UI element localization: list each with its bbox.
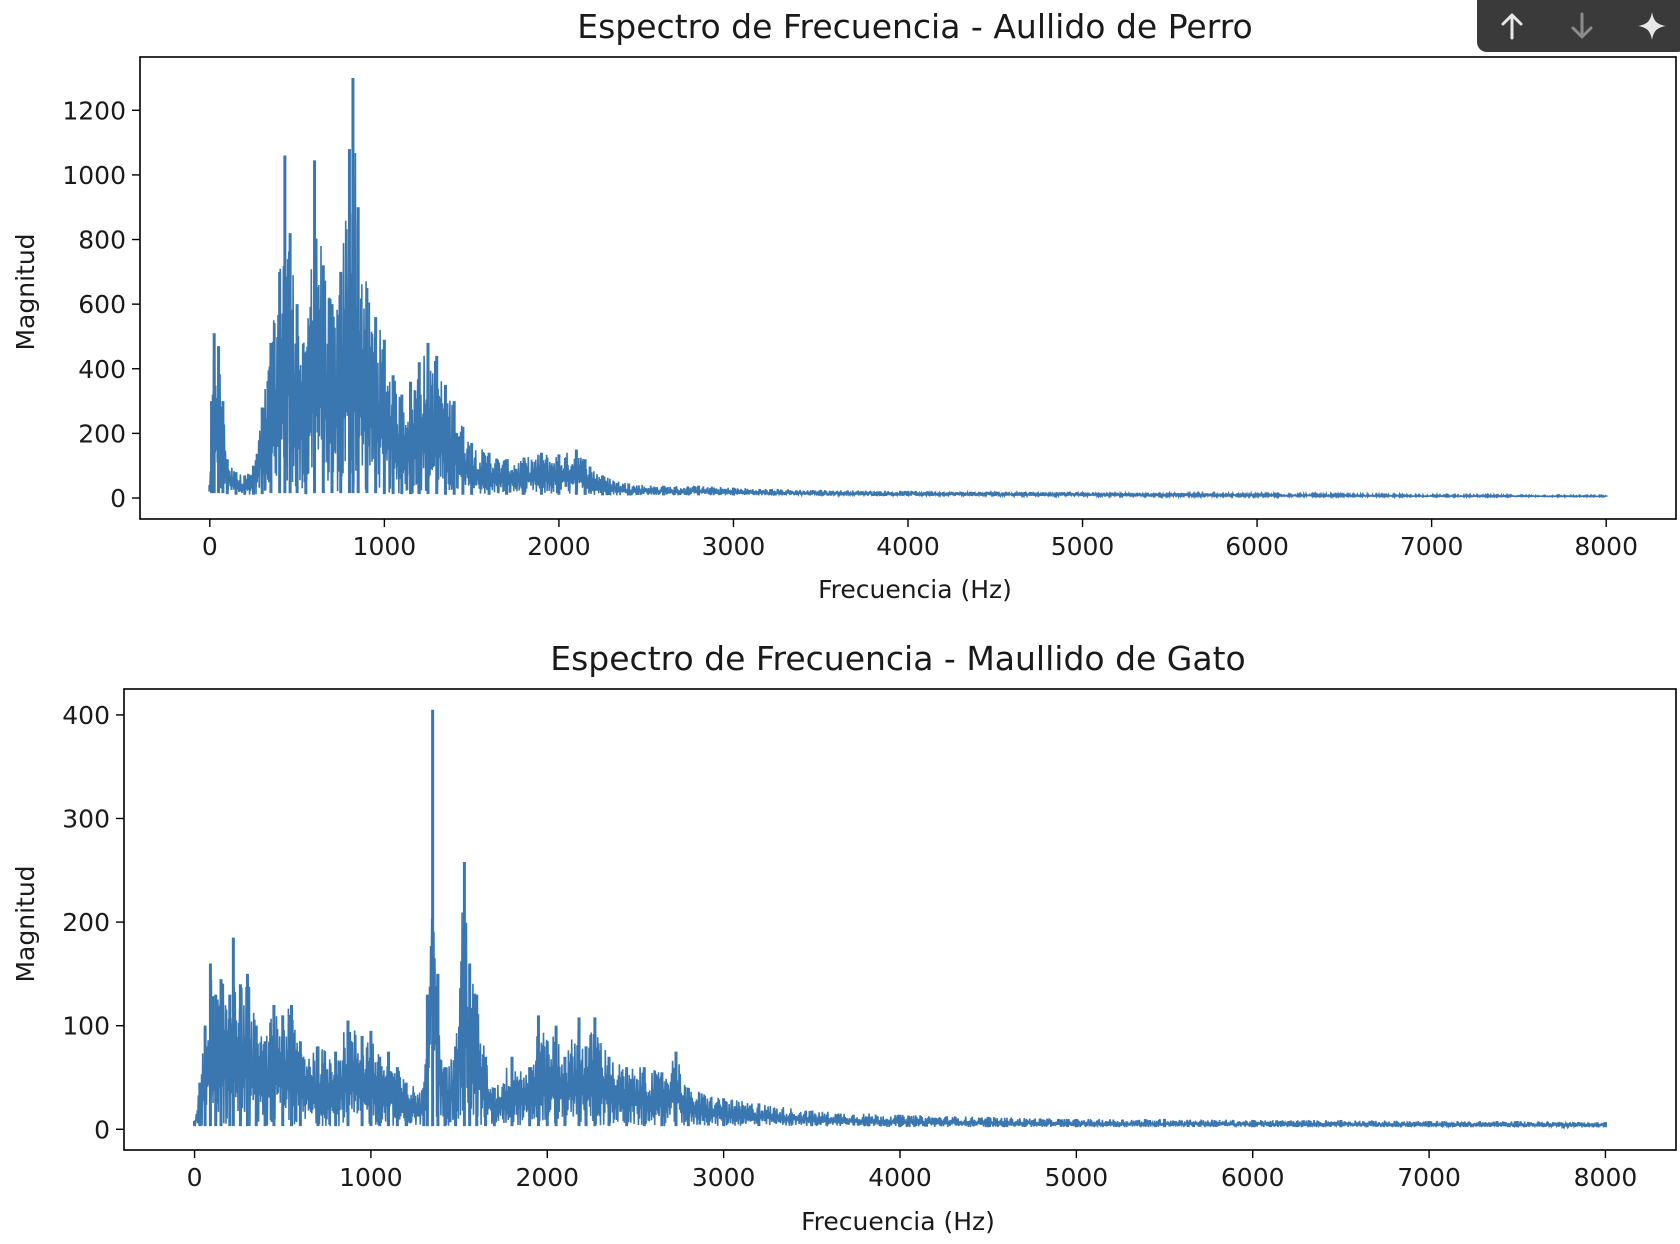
cat-y-axis-label: Magnitud (11, 865, 40, 982)
cell-toolbar (1477, 0, 1680, 52)
cat-x-tick-label: 2000 (515, 1163, 579, 1192)
dog-y-tick-label: 1000 (62, 161, 126, 190)
cat-y-tick-label: 0 (94, 1115, 110, 1144)
dog-chart-title: Espectro de Frecuencia - Aullido de Perr… (577, 7, 1252, 46)
dog-y-tick-label: 1200 (62, 96, 126, 125)
dog-x-tick-label: 7000 (1400, 532, 1464, 561)
dog-x-tick-label: 6000 (1225, 532, 1289, 561)
dog-x-tick-label: 1000 (353, 532, 417, 561)
cat-x-tick-label: 3000 (692, 1163, 756, 1192)
cat-x-tick-label: 7000 (1397, 1163, 1461, 1192)
cat-x-tick-label: 0 (187, 1163, 203, 1192)
cat-spectrum-line (193, 818, 1607, 1130)
cat-y-tick-label: 400 (62, 701, 110, 730)
dog-x-tick-label: 8000 (1574, 532, 1638, 561)
cat-x-tick-label: 4000 (868, 1163, 932, 1192)
dog-y-tick-label: 0 (110, 484, 126, 513)
arrow-up-icon[interactable] (1492, 6, 1532, 46)
dog-x-axis-label: Frecuencia (Hz) (818, 575, 1012, 604)
dog-x-tick-label: 4000 (876, 532, 940, 561)
sparkle-icon[interactable] (1632, 6, 1672, 46)
cat-x-tick-label: 1000 (339, 1163, 403, 1192)
dog-x-tick-label: 0 (202, 532, 218, 561)
dog-y-tick-label: 600 (78, 290, 126, 319)
cat-y-tick-label: 200 (62, 908, 110, 937)
dog-x-tick-label: 3000 (702, 532, 766, 561)
dog-y-axis-label: Magnitud (11, 233, 40, 350)
dog-y-tick-label: 400 (78, 355, 126, 384)
cat-x-tick-label: 6000 (1221, 1163, 1285, 1192)
plot-cat-spectrum: Espectro de Frecuencia - Maullido de Gat… (11, 639, 1677, 1236)
cat-y-tick-label: 300 (62, 804, 110, 833)
dog-x-tick-label: 2000 (527, 532, 591, 561)
dog-y-tick-label: 800 (78, 226, 126, 255)
arrow-down-icon[interactable] (1562, 6, 1602, 46)
dog-x-tick-label: 5000 (1051, 532, 1115, 561)
cat-chart-title: Espectro de Frecuencia - Maullido de Gat… (550, 639, 1245, 678)
cat-x-tick-label: 8000 (1574, 1163, 1638, 1192)
plot-dog-spectrum: Espectro de Frecuencia - Aullido de Perr… (11, 7, 1677, 604)
cat-x-tick-label: 5000 (1045, 1163, 1109, 1192)
cat-x-axis-label: Frecuencia (Hz) (801, 1207, 995, 1236)
dog-y-tick-label: 200 (78, 419, 126, 448)
cat-y-tick-label: 100 (62, 1012, 110, 1041)
